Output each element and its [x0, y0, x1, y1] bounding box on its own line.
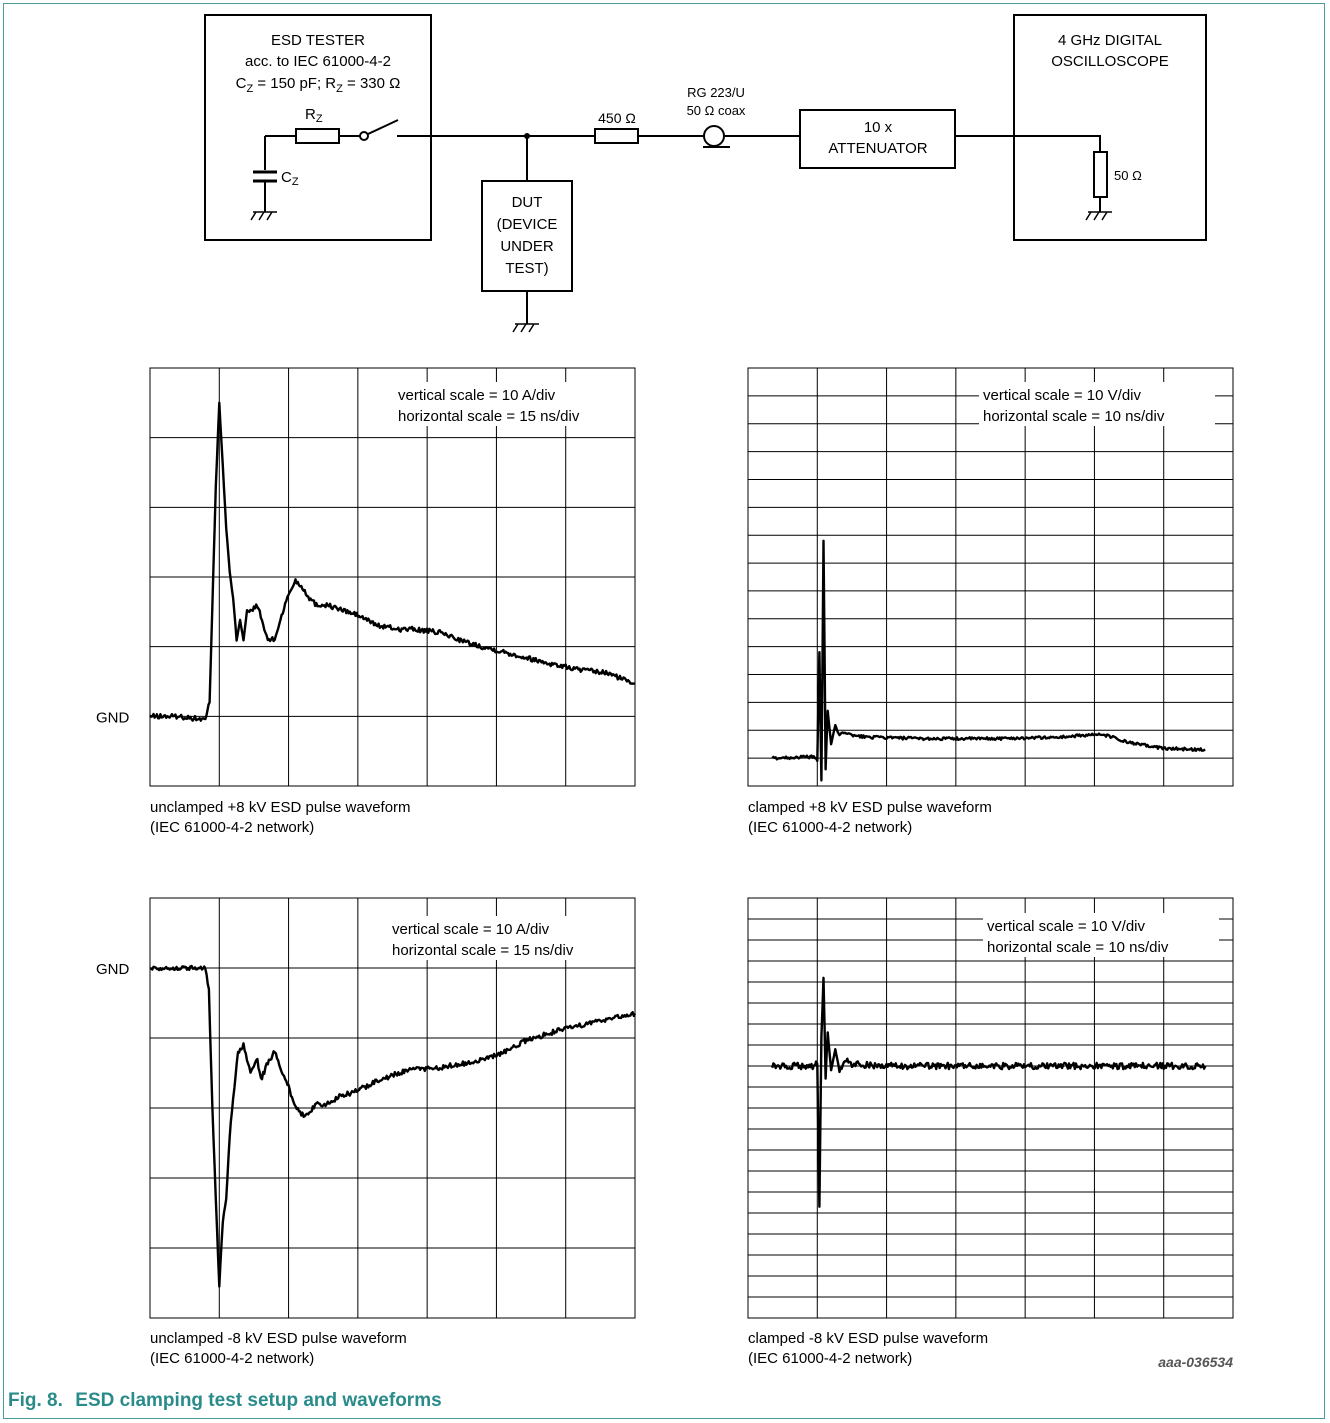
- chart-frame: [747, 367, 1234, 787]
- attenuator-line1: 10 x: [864, 119, 893, 136]
- vertical-scale-note: vertical scale = 10 V/div: [983, 387, 1141, 404]
- horizontal-scale-note: horizontal scale = 15 ns/div: [398, 408, 580, 425]
- chart-unclamped-pos: vertical scale = 10 A/div horizontal scal…: [96, 367, 636, 836]
- horizontal-scale-note: horizontal scale = 10 ns/div: [987, 939, 1169, 956]
- horizontal-scale-note: horizontal scale = 10 ns/div: [983, 408, 1165, 425]
- switch-contact: [359, 131, 369, 141]
- chart-caption-2: (IEC 61000-4-2 network): [748, 819, 912, 836]
- ground-dut: [512, 323, 539, 333]
- switch-blade: [367, 119, 399, 135]
- junction-dot: [524, 133, 530, 139]
- chart-caption-2: (IEC 61000-4-2 network): [748, 1350, 912, 1367]
- rz-resistor: [295, 128, 340, 144]
- scale-note-bg: [983, 913, 1219, 957]
- ground-tester: [250, 211, 277, 221]
- schematic: [204, 14, 1207, 333]
- vertical-scale-note: vertical scale = 10 A/div: [398, 387, 556, 404]
- cz-label: CZ: [281, 169, 299, 188]
- scope-line2: OSCILLOSCOPE: [1051, 53, 1169, 70]
- chart-caption-1: clamped -8 kV ESD pulse waveform: [748, 1330, 988, 1347]
- horizontal-scale-note: horizontal scale = 15 ns/div: [392, 942, 574, 959]
- scale-note-bg: [388, 916, 624, 960]
- gnd-label: GND: [96, 709, 130, 726]
- tester-title: ESD TESTER: [271, 32, 365, 49]
- figure-code: aaa-036534: [1158, 1354, 1233, 1370]
- coax-label-2: 50 Ω coax: [687, 103, 746, 118]
- attenuator-line2: ATTENUATOR: [828, 140, 927, 157]
- chart-clamped-neg: vertical scale = 10 V/div horizontal scal…: [747, 897, 1234, 1367]
- chart-caption-2: (IEC 61000-4-2 network): [150, 1350, 314, 1367]
- resistor-450: [594, 128, 639, 144]
- chart-caption-1: clamped +8 kV ESD pulse waveform: [748, 799, 992, 816]
- waveform-trace: [149, 401, 635, 722]
- figure-caption: ESD clamping test setup and waveforms: [75, 1390, 442, 1411]
- scale-note-bg: [979, 382, 1215, 426]
- tester-standard: acc. to IEC 61000-4-2: [245, 53, 391, 70]
- scope-line1: 4 GHz DIGITAL: [1058, 32, 1162, 49]
- waveform-trace: [771, 539, 1206, 782]
- coax-symbol: [703, 125, 725, 147]
- resistor-450-label: 450 Ω: [598, 110, 636, 126]
- dut-line1: DUT: [512, 194, 543, 211]
- esd-tester-box: [204, 14, 432, 241]
- chart-caption-1: unclamped -8 kV ESD pulse waveform: [150, 1330, 407, 1347]
- chart-caption-1: unclamped +8 kV ESD pulse waveform: [150, 799, 411, 816]
- ground-scope: [1085, 211, 1112, 221]
- vertical-scale-note: vertical scale = 10 V/div: [987, 918, 1145, 935]
- coax-label-1: RG 223/U: [687, 85, 745, 100]
- waveform-trace: [149, 964, 637, 1288]
- scope-resistor: [1093, 151, 1108, 198]
- scope-box: [1013, 14, 1207, 241]
- figure-frame: [3, 3, 1325, 1419]
- waveform-trace: [771, 976, 1207, 1208]
- attenuator-box: [799, 109, 956, 169]
- dut-line4: TEST): [505, 260, 548, 277]
- chart-unclamped-neg: vertical scale = 10 A/div horizontal scal…: [96, 897, 637, 1367]
- rz-label: RZ: [305, 106, 323, 125]
- chart-clamped-pos: vertical scale = 10 V/div horizontal scal…: [747, 367, 1234, 836]
- figure-title: Fig. 8. ESD clamping test setup and wave…: [8, 1390, 442, 1412]
- chart-caption-2: (IEC 61000-4-2 network): [150, 819, 314, 836]
- dut-line3: UNDER: [500, 238, 554, 255]
- cz-capacitor: [253, 170, 277, 183]
- scope-resistor-label: 50 Ω: [1114, 168, 1142, 183]
- dut-line2: (DEVICE: [497, 216, 558, 233]
- tester-values: CZ = 150 pF; RZ = 330 Ω: [236, 75, 401, 95]
- gnd-label: GND: [96, 961, 130, 978]
- figure-number: Fig. 8.: [8, 1390, 63, 1411]
- scale-note-bg: [394, 382, 630, 426]
- vertical-scale-note: vertical scale = 10 A/div: [392, 921, 550, 938]
- waveform-charts: vertical scale = 10 A/div horizontal scal…: [96, 367, 1234, 1367]
